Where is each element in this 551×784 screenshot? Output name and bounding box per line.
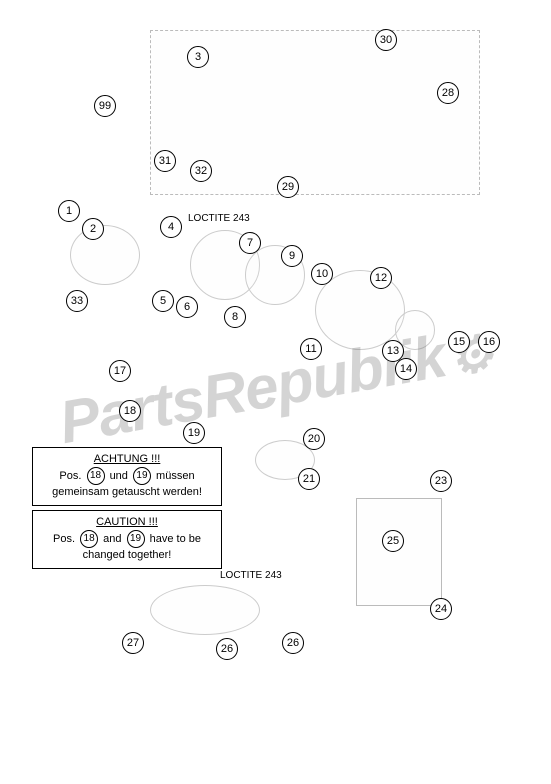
callout-7[interactable]: 7	[239, 232, 261, 254]
ref-circle: 19	[127, 530, 145, 548]
callout-24[interactable]: 24	[430, 598, 452, 620]
callout-31[interactable]: 31	[154, 150, 176, 172]
callout-3[interactable]: 3	[187, 46, 209, 68]
release-lever-bbox	[356, 498, 442, 606]
callout-10[interactable]: 10	[311, 263, 333, 285]
callout-28[interactable]: 28	[437, 82, 459, 104]
callout-26[interactable]: 26	[282, 632, 304, 654]
callout-17[interactable]: 17	[109, 360, 131, 382]
warning-title-en: CAUTION !!!	[41, 515, 213, 530]
warning-line2-de: gemeinsam getauscht werden!	[41, 485, 213, 500]
warning-line1-en: Pos. 18 and 19 have to be	[41, 530, 213, 548]
warning-box-de: ACHTUNG !!! Pos. 18 und 19 müssen gemein…	[32, 447, 222, 506]
ref-circle: 18	[87, 467, 105, 485]
callout-20[interactable]: 20	[303, 428, 325, 450]
callout-26b[interactable]: 26	[216, 638, 238, 660]
callout-9[interactable]: 9	[281, 245, 303, 267]
ref-circle: 19	[133, 467, 151, 485]
warning-box-en: CAUTION !!! Pos. 18 and 19 have to be ch…	[32, 510, 222, 569]
callout-4[interactable]: 4	[160, 216, 182, 238]
loctite-label-bottom: LOCTITE 243	[220, 570, 282, 581]
callout-99[interactable]: 99	[94, 95, 116, 117]
callout-14[interactable]: 14	[395, 358, 417, 380]
callout-30[interactable]: 30	[375, 29, 397, 51]
callout-1[interactable]: 1	[58, 200, 80, 222]
callout-18[interactable]: 18	[119, 400, 141, 422]
callout-12[interactable]: 12	[370, 267, 392, 289]
warning-line2-en: changed together!	[41, 548, 213, 563]
warning-title-de: ACHTUNG !!!	[41, 452, 213, 467]
loctite-label-top: LOCTITE 243	[188, 213, 250, 224]
callout-15[interactable]: 15	[448, 331, 470, 353]
warning-line1-de: Pos. 18 und 19 müssen	[41, 467, 213, 485]
ref-circle: 18	[80, 530, 98, 548]
callout-21[interactable]: 21	[298, 468, 320, 490]
callout-6[interactable]: 6	[176, 296, 198, 318]
callout-2[interactable]: 2	[82, 218, 104, 240]
callout-33[interactable]: 33	[66, 290, 88, 312]
part-ellipse	[150, 585, 260, 635]
callout-11[interactable]: 11	[300, 338, 322, 360]
part-ellipse	[70, 225, 140, 285]
callout-23[interactable]: 23	[430, 470, 452, 492]
callout-16[interactable]: 16	[478, 331, 500, 353]
callout-25[interactable]: 25	[382, 530, 404, 552]
callout-32[interactable]: 32	[190, 160, 212, 182]
callout-8[interactable]: 8	[224, 306, 246, 328]
callout-29[interactable]: 29	[277, 176, 299, 198]
callout-5[interactable]: 5	[152, 290, 174, 312]
callout-19[interactable]: 19	[183, 422, 205, 444]
callout-27[interactable]: 27	[122, 632, 144, 654]
